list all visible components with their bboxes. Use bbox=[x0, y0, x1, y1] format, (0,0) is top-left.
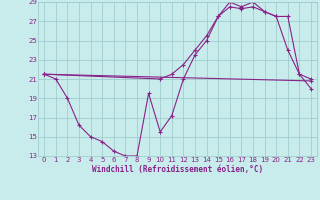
X-axis label: Windchill (Refroidissement éolien,°C): Windchill (Refroidissement éolien,°C) bbox=[92, 165, 263, 174]
